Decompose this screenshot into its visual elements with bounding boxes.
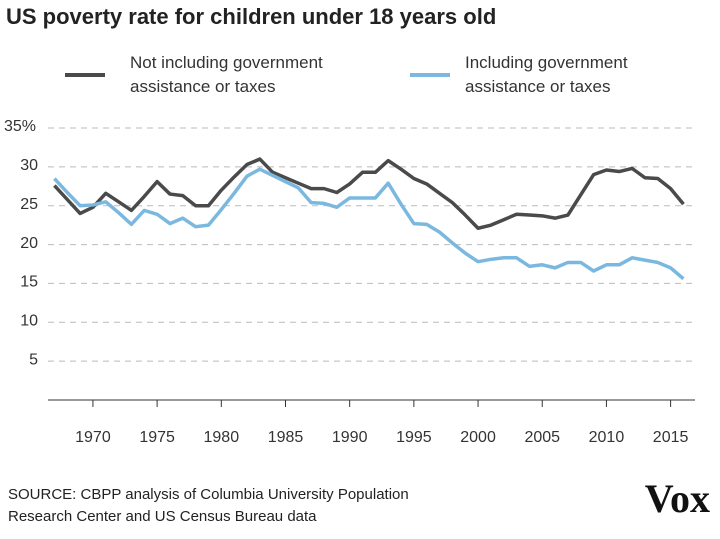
x-tick-label: 1970: [75, 429, 111, 446]
line: [53, 167, 685, 281]
x-tick-label: 1975: [139, 429, 175, 446]
x-tick-label: 2005: [524, 429, 560, 446]
source: Research Center and US Census Bureau dat…: [8, 508, 317, 525]
line: [53, 157, 685, 231]
legend-label: Not including government assistance or t…: [130, 53, 323, 96]
source: SOURCE: CBPP analysis of Columbia Univer…: [8, 486, 409, 503]
x-tick-label: 2010: [589, 429, 625, 446]
y-tick-label: 35%: [4, 118, 36, 135]
x-tick-label: 1995: [396, 429, 432, 446]
x-tick-label: 1985: [268, 429, 304, 446]
x-tick-label: 2015: [653, 429, 689, 446]
chart-title: US poverty rate for children under 18 ye…: [6, 4, 496, 29]
y-tick-label: 20: [20, 235, 38, 252]
y-tick-label: 25: [20, 196, 38, 213]
legend-label: Including government assistance or taxes: [465, 53, 628, 96]
logo: Vox: [645, 476, 710, 521]
y-tick-label: 10: [20, 313, 38, 330]
y-tick-label: 30: [20, 157, 38, 174]
x-tick-label: 1990: [332, 429, 368, 446]
y-tick-label: 15: [20, 274, 38, 291]
y-tick-label: 5: [29, 351, 38, 368]
x-tick-label: 1980: [204, 429, 240, 446]
x-tick-label: 2000: [460, 429, 496, 446]
